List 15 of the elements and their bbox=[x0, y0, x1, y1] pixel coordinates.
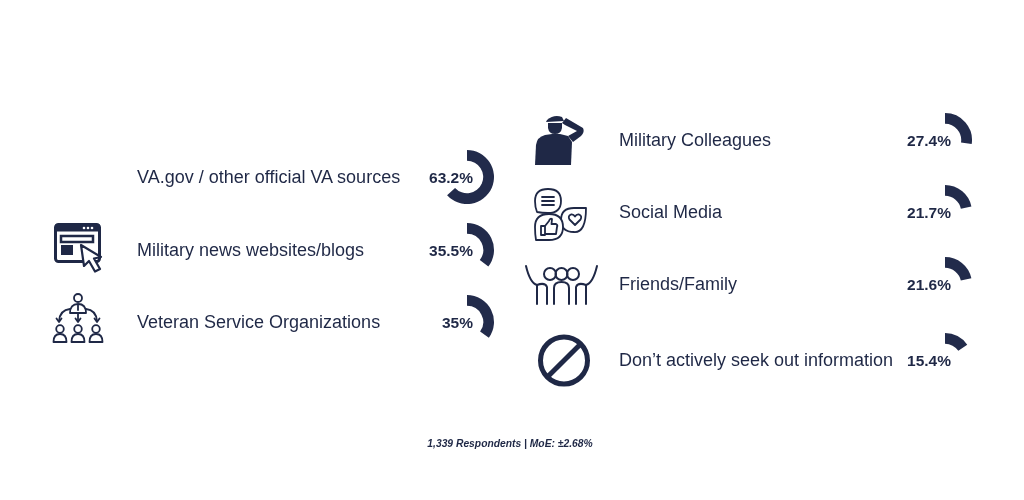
category-label: Military news websites/blogs bbox=[137, 239, 365, 261]
data-label: 21.6% bbox=[907, 276, 951, 294]
category-label: Social Media bbox=[619, 201, 723, 223]
data-label: 27.4% bbox=[907, 132, 951, 150]
category-label: Veteran Service Organizations bbox=[137, 311, 381, 333]
data-label: 35% bbox=[441, 314, 473, 332]
text: 1,339 Respondents | MoE: ±2.68% bbox=[427, 437, 593, 449]
data-label: 35.5% bbox=[429, 242, 473, 260]
data-label: 21.7% bbox=[907, 204, 951, 222]
category-label: Military Colleagues bbox=[619, 129, 772, 151]
data-label: 15.4% bbox=[907, 352, 951, 370]
data-label: 63.2% bbox=[429, 169, 473, 187]
category-label: VA.gov / other official VA sources bbox=[137, 166, 401, 188]
category-label: Friends/Family bbox=[619, 273, 738, 295]
category-label: Don’t actively seek out information bbox=[619, 349, 894, 371]
